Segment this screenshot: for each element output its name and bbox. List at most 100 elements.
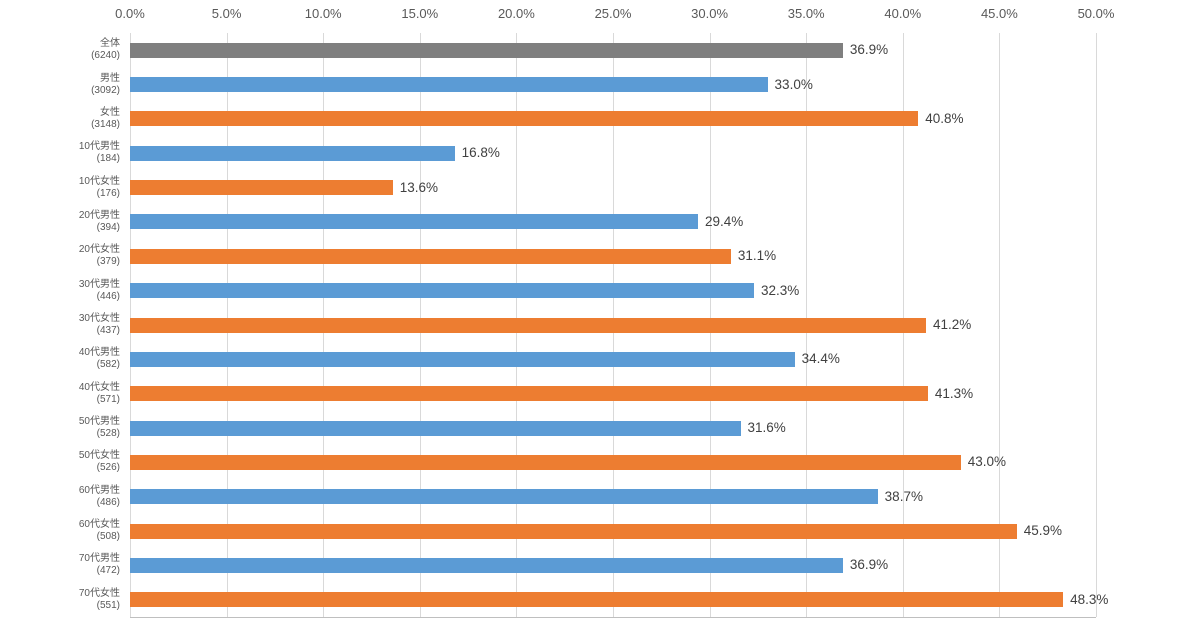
value-label: 45.9% bbox=[1023, 523, 1063, 539]
bar bbox=[130, 145, 455, 161]
category-label: 女性 (3148) bbox=[8, 107, 120, 131]
category-name: 20代女性 bbox=[78, 244, 120, 256]
category-count: (3148) bbox=[91, 118, 120, 130]
category-count: (526) bbox=[96, 462, 120, 474]
category-count: (446) bbox=[96, 290, 120, 302]
bar bbox=[130, 248, 731, 264]
bar bbox=[130, 557, 843, 573]
value-label: 31.6% bbox=[747, 420, 786, 436]
value-label: 36.9% bbox=[849, 557, 889, 573]
category-name: 70代女性 bbox=[78, 587, 120, 599]
category-label: 60代女性 (508) bbox=[8, 519, 120, 543]
bar bbox=[130, 317, 926, 333]
value-label: 16.8% bbox=[461, 145, 500, 161]
x-axis-tick-label: 5.0% bbox=[211, 6, 242, 21]
category-name: 30代男性 bbox=[78, 278, 120, 290]
bar bbox=[130, 77, 768, 93]
value-label: 48.3% bbox=[1070, 591, 1109, 607]
category-name: 50代女性 bbox=[78, 450, 120, 462]
category-label: 40代女性 (571) bbox=[8, 382, 120, 406]
bar bbox=[130, 420, 741, 436]
x-axis-tick-label: 20.0% bbox=[497, 6, 535, 21]
x-axis-tick-label: 40.0% bbox=[884, 6, 922, 21]
value-label: 36.9% bbox=[849, 42, 889, 58]
category-name: 40代女性 bbox=[78, 381, 120, 393]
x-axis-tick-label: 10.0% bbox=[304, 6, 342, 21]
x-axis-tick-label: 25.0% bbox=[594, 6, 632, 21]
category-name: 20代男性 bbox=[78, 209, 120, 221]
category-name: 10代女性 bbox=[78, 175, 120, 187]
category-name: 40代男性 bbox=[78, 347, 120, 359]
value-label: 40.8% bbox=[925, 110, 964, 126]
x-axis-tick-label: 15.0% bbox=[401, 6, 439, 21]
bar bbox=[130, 523, 1017, 539]
category-label: 60代男性 (486) bbox=[8, 485, 120, 509]
category-count: (486) bbox=[96, 496, 120, 508]
value-label: 13.6% bbox=[399, 179, 439, 195]
category-count: (508) bbox=[96, 531, 120, 543]
category-count: (379) bbox=[96, 256, 120, 268]
value-label: 34.4% bbox=[801, 351, 840, 367]
category-count: (3092) bbox=[91, 84, 120, 96]
category-name: 女性 bbox=[100, 106, 120, 118]
category-name: 60代女性 bbox=[78, 519, 120, 531]
value-label: 38.7% bbox=[884, 488, 923, 504]
category-name: 70代男性 bbox=[78, 553, 120, 565]
value-label: 43.0% bbox=[967, 454, 1007, 470]
bar bbox=[130, 454, 961, 470]
category-label: 10代男性 (184) bbox=[8, 141, 120, 165]
category-name: 50代男性 bbox=[78, 416, 120, 428]
category-label: 70代男性 (472) bbox=[8, 553, 120, 577]
category-label: 男性 (3092) bbox=[8, 73, 120, 97]
category-count: (176) bbox=[96, 187, 120, 199]
category-count: (582) bbox=[96, 359, 120, 371]
value-label: 31.1% bbox=[737, 248, 777, 264]
bar bbox=[130, 214, 698, 230]
bar bbox=[130, 111, 919, 127]
category-label: 20代男性 (394) bbox=[8, 210, 120, 234]
category-name: 10代男性 bbox=[78, 141, 120, 153]
x-axis-tick-label: 35.0% bbox=[787, 6, 825, 21]
value-label: 32.3% bbox=[761, 282, 800, 298]
x-axis-tick-label: 45.0% bbox=[980, 6, 1018, 21]
category-count: (571) bbox=[96, 393, 120, 405]
category-name: 60代男性 bbox=[78, 484, 120, 496]
x-axis-tick-label: 0.0% bbox=[115, 6, 145, 21]
category-count: (472) bbox=[96, 565, 120, 577]
value-label: 29.4% bbox=[705, 213, 744, 229]
bar bbox=[130, 42, 843, 58]
bar bbox=[130, 489, 878, 505]
category-label: 10代女性 (176) bbox=[8, 176, 120, 200]
category-label: 30代男性 (446) bbox=[8, 279, 120, 303]
x-axis-tick-label: 50.0% bbox=[1077, 6, 1115, 21]
x-axis-line bbox=[130, 617, 1096, 618]
category-label: 50代男性 (528) bbox=[8, 416, 120, 440]
bar bbox=[130, 351, 795, 367]
bar bbox=[130, 180, 393, 196]
gridline bbox=[1096, 33, 1097, 617]
category-count: (394) bbox=[96, 221, 120, 233]
bar bbox=[130, 592, 1064, 608]
category-name: 30代女性 bbox=[78, 313, 120, 324]
category-label: 20代女性 (379) bbox=[8, 244, 120, 268]
category-label: 30代女性 (437) bbox=[8, 313, 120, 337]
category-label: 40代男性 (582) bbox=[8, 347, 120, 371]
category-label: 全体 (6240) bbox=[8, 38, 120, 62]
value-label: 41.2% bbox=[932, 317, 972, 332]
category-count: (184) bbox=[96, 153, 120, 165]
category-count: (437) bbox=[96, 325, 120, 336]
value-label: 41.3% bbox=[934, 385, 974, 401]
gridline bbox=[999, 33, 1001, 617]
x-axis-tick-label: 30.0% bbox=[691, 6, 729, 21]
bar bbox=[130, 283, 755, 299]
bar bbox=[130, 386, 928, 402]
value-label: 33.0% bbox=[774, 76, 813, 92]
category-name: 男性 bbox=[100, 72, 120, 84]
category-label: 50代女性 (526) bbox=[8, 450, 120, 474]
category-count: (6240) bbox=[91, 50, 120, 62]
category-count: (551) bbox=[96, 599, 120, 611]
category-name: 全体 bbox=[100, 38, 120, 50]
category-label: 70代女性 (551) bbox=[8, 588, 120, 612]
category-count: (528) bbox=[96, 428, 120, 440]
